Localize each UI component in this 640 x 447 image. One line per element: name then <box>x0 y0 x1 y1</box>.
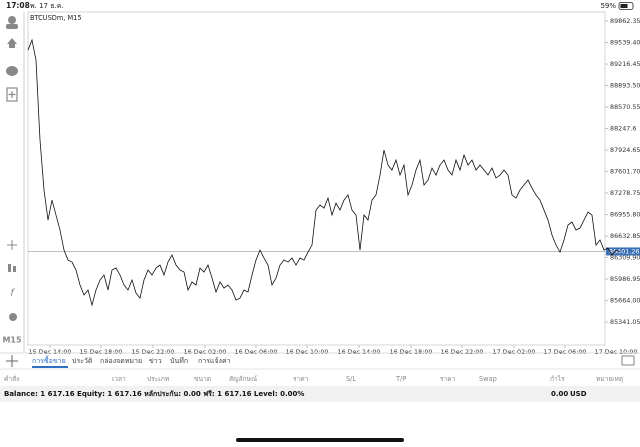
column-header: ขนาด <box>194 375 211 383</box>
y-tick-label: 89862.35 <box>610 17 640 25</box>
icon-account-body <box>6 24 18 29</box>
battery-icon <box>618 2 634 10</box>
columns: คำสั่ง เวลา ประเภท ขนาด สัญลักษณ์ ราคา S/L T/P ร… <box>4 374 623 383</box>
column-header: หมายเหตุ <box>596 375 623 383</box>
icon-candles-2 <box>13 266 16 272</box>
x-tick-label: 15 Dec 18:00 <box>80 348 123 356</box>
y-tick-label: 89216.45 <box>610 60 640 68</box>
tab-underline <box>32 366 68 368</box>
home-indicator <box>236 438 404 442</box>
column-header: สัญลักษณ์ <box>229 375 257 383</box>
status-battery: 59% <box>600 2 616 10</box>
balance-row <box>0 386 640 402</box>
icon-indicators[interactable]: f <box>10 288 15 299</box>
tab[interactable]: ข่าว <box>149 357 162 365</box>
tab[interactable]: บันทึก <box>170 356 188 365</box>
column-header: ราคา <box>293 375 309 383</box>
column-header: ราคา <box>440 375 456 383</box>
status-date: พ. 17 ธ.ค. <box>30 2 64 10</box>
icon-crosshair[interactable] <box>7 240 17 250</box>
x-tick-label: 16 Dec 22:00 <box>441 348 484 356</box>
x-tick-label: 17 Dec 06:00 <box>544 348 587 356</box>
y-tick-label: 88893.50 <box>610 82 640 90</box>
y-tick-label: 86632.85 <box>610 232 640 240</box>
icon-objects[interactable] <box>9 313 17 321</box>
current-price-box <box>606 247 640 256</box>
icon-candles[interactable] <box>8 264 11 272</box>
balance-profit: 0.00 <box>551 390 568 398</box>
panel-toggle[interactable] <box>621 355 635 366</box>
x-tick-label: 16 Dec 02:00 <box>184 348 227 356</box>
toolbar: f M15 <box>2 16 22 367</box>
icon-account[interactable] <box>8 16 16 24</box>
status-time: 17:08 <box>6 1 30 10</box>
tab[interactable]: ประวัติ <box>72 357 93 365</box>
column-header: T/P <box>395 375 406 383</box>
column-header: ประเภท <box>147 375 169 383</box>
y-tick-label: 88570.55 <box>610 103 640 111</box>
tab[interactable]: กล่องจดหมาย <box>100 357 142 365</box>
price-line <box>27 38 621 307</box>
balance-text: Balance: 1 617.16 Equity: 1 617.16 หลักป… <box>4 390 304 398</box>
column-header: คำสั่ง <box>4 374 19 383</box>
timeframe-button[interactable]: M15 <box>2 336 22 345</box>
x-tick-label: 15 Dec 14:00 <box>29 348 72 356</box>
tab[interactable]: การซื้อขาย <box>32 354 66 365</box>
icon-trade[interactable] <box>7 38 17 48</box>
x-tick-label: 15 Dec 22:00 <box>132 348 175 356</box>
column-header: กำไร <box>550 375 565 383</box>
y-tick-label: 87924.65 <box>610 146 640 154</box>
x-tick-label: 16 Dec 10:00 <box>286 348 329 356</box>
y-tick-label: 85986.95 <box>610 275 640 283</box>
column-header: Swap <box>479 375 497 383</box>
battery-level <box>620 4 628 8</box>
x-tick-label: 17 Dec 02:00 <box>493 348 536 356</box>
column-header: เวลา <box>112 375 126 383</box>
y-tick-label: 87601.70 <box>610 168 640 176</box>
x-tick-label: 16 Dec 06:00 <box>235 348 278 356</box>
y-tick-label: 86309.90 <box>610 254 640 262</box>
tab[interactable]: การแจ้งค่า <box>198 357 231 365</box>
column-header: S/L <box>346 375 356 383</box>
y-tick-label: 87278.75 <box>610 189 640 197</box>
current-price-label: 86401.26 <box>609 247 640 255</box>
plot: 89862.35 89539.40 89216.45 88893.50 88570.55… <box>27 17 640 356</box>
add-button[interactable] <box>6 355 18 367</box>
icon-new[interactable] <box>6 87 18 102</box>
y-tick-label: 86955.80 <box>610 211 640 219</box>
tabs: การซื้อขาย ประวัติ กล่องจดหมาย ข่าว บันทึก กา… <box>32 354 231 368</box>
chart-frame <box>27 11 606 346</box>
x-tick-label: 17 Dec 10:00 <box>595 348 638 356</box>
y-tick-label: 85341.05 <box>610 318 640 326</box>
icon-chat[interactable] <box>6 66 18 76</box>
y-tick-label: 88247.6 <box>610 125 636 133</box>
balance-currency: USD <box>570 390 587 398</box>
y-tick-label: 85664.00 <box>610 297 640 305</box>
y-tick-label: 89539.40 <box>610 39 640 47</box>
x-tick-label: 16 Dec 14:00 <box>338 348 381 356</box>
icon-plus <box>8 91 16 98</box>
x-tick-label: 16 Dec 18:00 <box>390 348 433 356</box>
chart-title: BTCUSDm, M15 <box>30 14 82 22</box>
